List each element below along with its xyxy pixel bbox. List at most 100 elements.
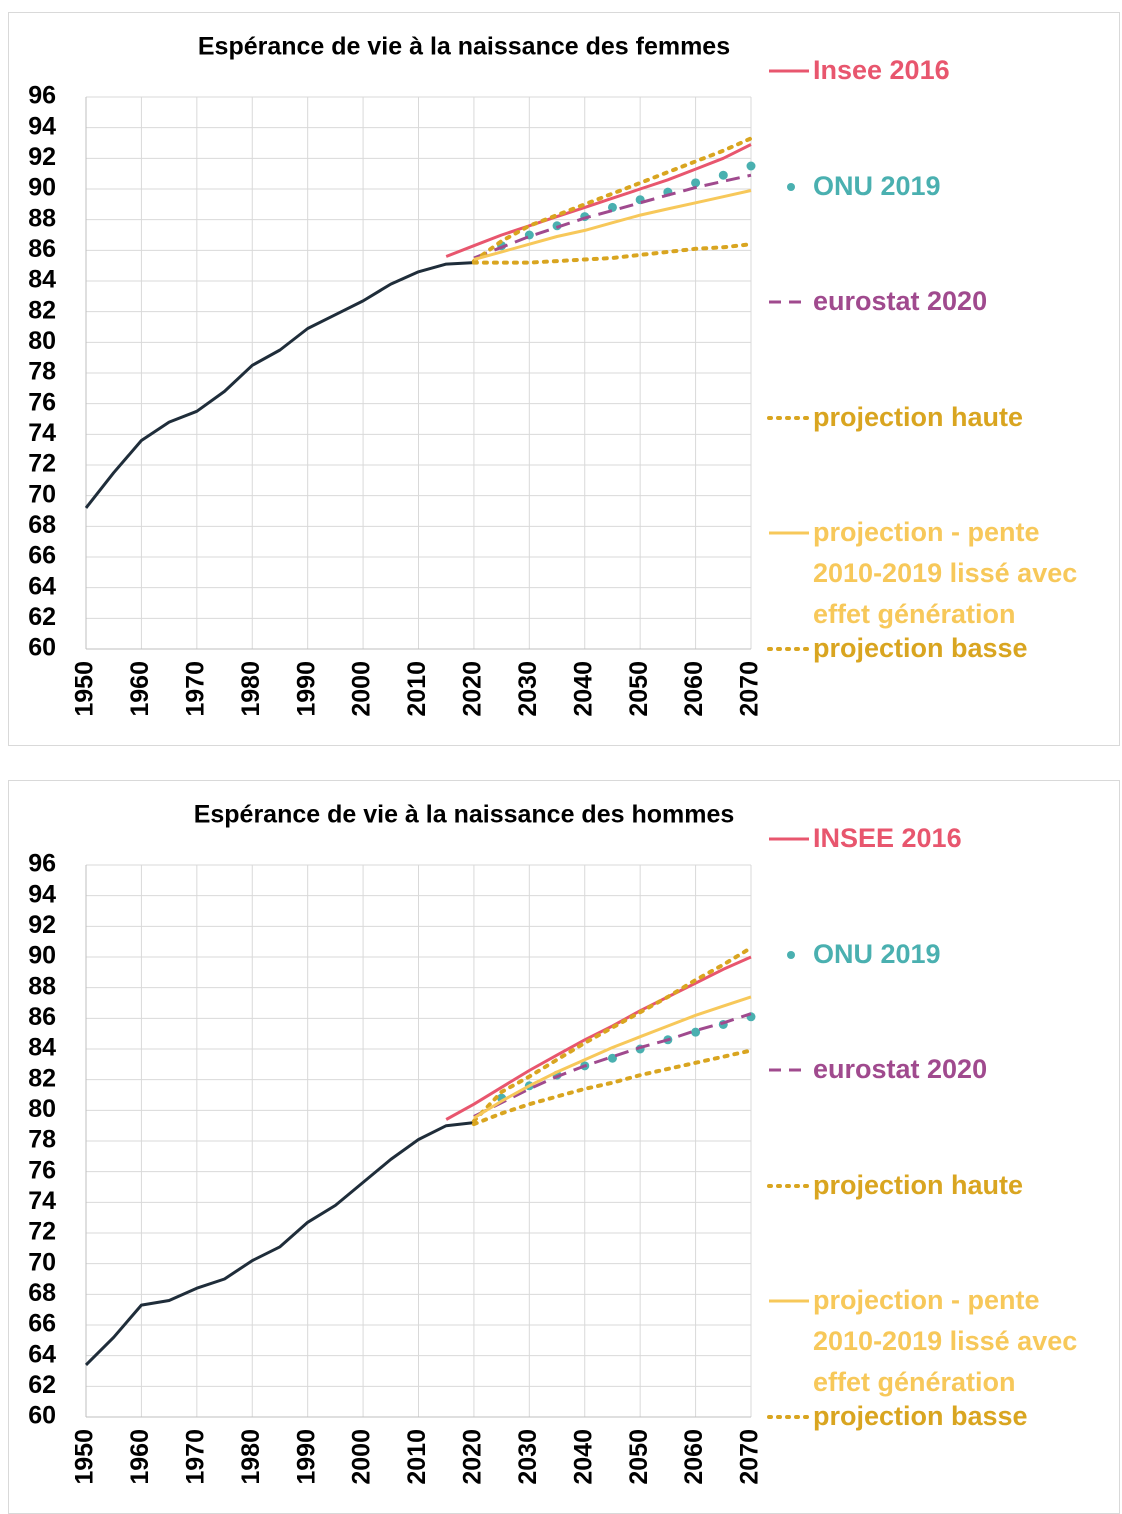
y-tick-label: 90 xyxy=(28,942,56,970)
x-tick-label: 1990 xyxy=(292,1429,320,1485)
y-tick-label: 72 xyxy=(28,1218,56,1246)
legend-label: INSEE 2016 xyxy=(813,823,962,853)
x-tick-label: 2070 xyxy=(736,1429,764,1485)
y-tick-label: 90 xyxy=(28,174,56,202)
y-tick-label: 62 xyxy=(28,603,56,631)
y-tick-label: 86 xyxy=(28,1003,56,1031)
data-point xyxy=(746,161,756,171)
chart: Espérance de vie à la naissance des femm… xyxy=(28,33,811,717)
x-tick-label: 2030 xyxy=(514,1429,542,1485)
data-line xyxy=(84,261,474,509)
y-tick-label: 92 xyxy=(28,911,56,939)
data-line xyxy=(445,143,752,258)
y-tick-label: 92 xyxy=(28,143,56,171)
legend-label: projection - pente 2010-2019 lissé avec … xyxy=(813,517,1078,629)
data-line xyxy=(471,242,753,265)
x-tick-label: 1960 xyxy=(126,1429,154,1485)
x-tick-label: 1970 xyxy=(181,1429,209,1485)
x-tick-label: 1950 xyxy=(71,1429,99,1485)
chart-title: Espérance de vie à la naissance des homm… xyxy=(194,801,735,829)
x-tick-label: 1980 xyxy=(237,1429,265,1485)
chart-panel: Espérance de vie à la naissance des homm… xyxy=(8,780,1120,1514)
y-tick-label: 94 xyxy=(28,112,56,140)
data-point xyxy=(718,170,728,180)
y-tick-label: 78 xyxy=(28,1126,56,1154)
x-tick-label: 1950 xyxy=(71,661,99,717)
data-line xyxy=(471,136,753,264)
y-tick-label: 84 xyxy=(28,1034,56,1062)
data-line xyxy=(471,1048,753,1127)
x-tick-label: 2030 xyxy=(514,661,542,717)
y-tick-label: 96 xyxy=(28,82,56,110)
data-point xyxy=(607,1053,617,1063)
legend-label: ONU 2019 xyxy=(813,171,941,201)
data-line xyxy=(473,173,752,260)
x-tick-label: 2040 xyxy=(569,1429,597,1485)
y-tick-label: 66 xyxy=(28,1310,56,1338)
x-tick-label: 2040 xyxy=(569,661,597,717)
y-tick-label: 86 xyxy=(28,235,56,263)
legend-label: eurostat 2020 xyxy=(813,1054,988,1084)
y-tick-label: 76 xyxy=(28,1156,56,1184)
chart-panel: Espérance de vie à la naissance des femm… xyxy=(8,12,1120,746)
y-tick-label: 64 xyxy=(28,1340,56,1368)
data-line xyxy=(84,1121,475,1366)
legend-label: projection haute xyxy=(813,1170,1024,1200)
x-tick-label: 2070 xyxy=(736,661,764,717)
x-tick-label: 2050 xyxy=(625,661,653,717)
chart: Espérance de vie à la naissance des homm… xyxy=(28,801,811,1485)
y-tick-label: 82 xyxy=(28,296,56,324)
y-tick-label: 84 xyxy=(28,266,56,294)
y-tick-label: 80 xyxy=(28,1095,56,1123)
y-tick-label: 94 xyxy=(28,880,56,908)
y-tick-label: 82 xyxy=(28,1064,56,1092)
legend-label: projection basse xyxy=(813,1401,1028,1431)
y-tick-label: 74 xyxy=(28,419,56,447)
legend-label: eurostat 2020 xyxy=(813,286,988,316)
y-tick-label: 74 xyxy=(28,1187,56,1215)
y-tick-label: 76 xyxy=(28,388,56,416)
x-tick-label: 2010 xyxy=(403,1429,431,1485)
y-tick-label: 60 xyxy=(28,1402,56,1430)
legend-swatch xyxy=(787,951,795,959)
data-line xyxy=(445,955,752,1121)
x-tick-label: 2060 xyxy=(680,1429,708,1485)
legend-label: projection basse xyxy=(813,633,1028,663)
x-tick-label: 2000 xyxy=(348,1429,376,1485)
legend-label: projection - pente 2010-2019 lissé avec … xyxy=(813,1285,1078,1397)
data-line xyxy=(473,1012,752,1118)
x-tick-label: 2050 xyxy=(625,1429,653,1485)
legend-label: ONU 2019 xyxy=(813,939,941,969)
x-tick-label: 1960 xyxy=(126,661,154,717)
y-tick-label: 68 xyxy=(28,1279,56,1307)
x-tick-label: 1980 xyxy=(237,661,265,717)
y-tick-label: 68 xyxy=(28,511,56,539)
y-tick-label: 64 xyxy=(28,572,56,600)
x-tick-label: 2020 xyxy=(459,1429,487,1485)
x-tick-label: 2020 xyxy=(459,661,487,717)
y-tick-label: 88 xyxy=(28,972,56,1000)
y-tick-label: 72 xyxy=(28,450,56,478)
x-tick-label: 1990 xyxy=(292,661,320,717)
y-tick-label: 78 xyxy=(28,358,56,386)
y-tick-label: 88 xyxy=(28,204,56,232)
y-tick-label: 60 xyxy=(28,634,56,662)
x-tick-label: 2000 xyxy=(348,661,376,717)
y-tick-label: 62 xyxy=(28,1371,56,1399)
x-tick-label: 1970 xyxy=(181,661,209,717)
data-line xyxy=(473,995,752,1120)
y-tick-label: 70 xyxy=(28,1248,56,1276)
x-tick-label: 2010 xyxy=(403,661,431,717)
y-tick-label: 70 xyxy=(28,480,56,508)
x-tick-label: 2060 xyxy=(680,661,708,717)
data-point xyxy=(691,178,701,188)
data-point xyxy=(691,1027,701,1037)
legend-swatch xyxy=(787,183,795,191)
y-tick-label: 66 xyxy=(28,542,56,570)
data-line xyxy=(473,189,752,261)
y-tick-label: 80 xyxy=(28,327,56,355)
y-tick-label: 96 xyxy=(28,850,56,878)
chart-title: Espérance de vie à la naissance des femm… xyxy=(198,33,730,61)
data-line xyxy=(471,945,753,1124)
